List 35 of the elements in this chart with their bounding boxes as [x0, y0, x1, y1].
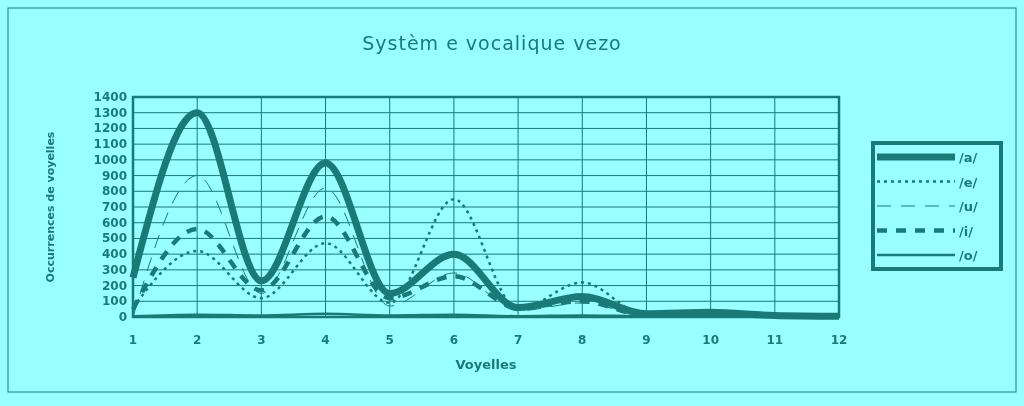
text: /a/	[959, 150, 978, 165]
x-tick-label: 9	[642, 333, 651, 347]
chart-title: Systèm e vocalique vezo	[362, 32, 622, 54]
x-tick-label: 12	[830, 333, 848, 347]
y-tick-label: 900	[101, 168, 127, 183]
x-tick-label: 5	[385, 333, 394, 347]
y-tick-label: 1200	[93, 121, 127, 136]
y-tick-label: 1100	[93, 137, 127, 152]
x-tick-label: 6	[449, 333, 459, 347]
y-tick-label: 600	[101, 215, 127, 230]
y-axis-title: Occurrences de voyelles	[44, 131, 57, 283]
x-tick-label: 10	[702, 333, 719, 347]
y-tick-label: 500	[101, 231, 127, 246]
x-tick-label: 1	[128, 333, 138, 347]
y-tick-label: 0	[118, 310, 127, 324]
text: /e/	[959, 174, 978, 190]
y-tick-label: 800	[101, 184, 127, 199]
text: /u/	[959, 199, 978, 214]
x-tick-label: 3	[257, 333, 266, 347]
x-tick-label: 8	[578, 333, 587, 347]
y-tick-label: 300	[101, 262, 127, 277]
text: /o/	[959, 248, 978, 263]
y-tick-label: 1300	[93, 105, 127, 120]
y-tick-label: 100	[101, 294, 127, 309]
x-axis-title: Voyelles	[455, 357, 517, 372]
text: /i/	[959, 223, 974, 239]
x-tick-label: 7	[513, 333, 523, 347]
x-tick-label: 4	[321, 333, 330, 347]
y-tick-label: 1000	[93, 152, 127, 167]
x-tick-label: 11	[766, 333, 784, 347]
y-tick-label: 400	[101, 247, 127, 262]
y-tick-label: 200	[101, 278, 127, 293]
y-tick-label: 1400	[93, 90, 127, 104]
x-tick-label: 2	[193, 333, 202, 347]
y-tick-label: 700	[101, 200, 127, 214]
